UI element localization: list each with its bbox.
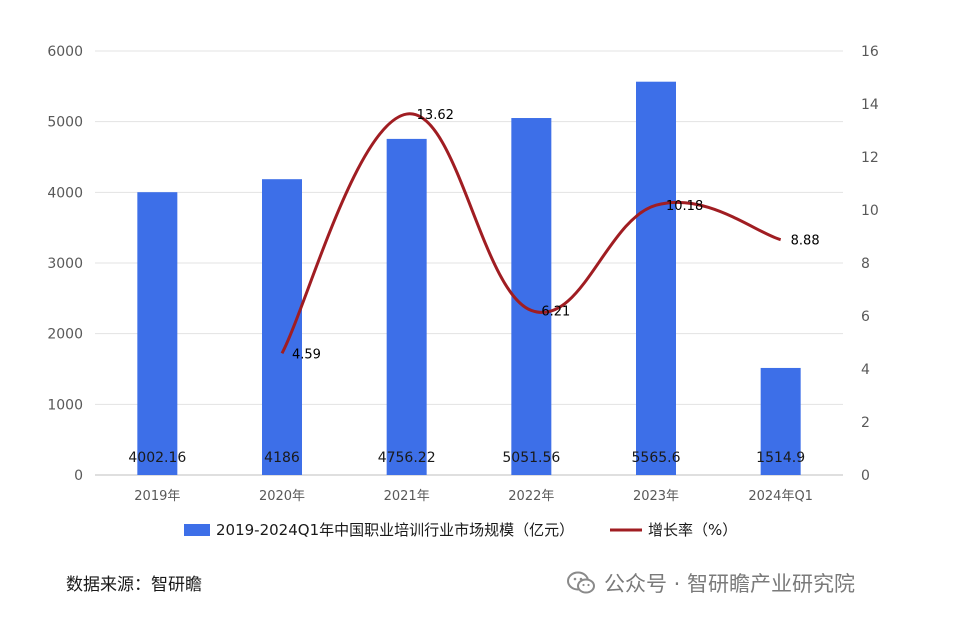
bar [511, 118, 552, 475]
line-series [280, 112, 782, 355]
line-data-label: 10.18 [666, 199, 703, 214]
y-left-tick-label: 4000 [47, 185, 83, 201]
growth-rate-line [280, 112, 782, 355]
y-right-tick-label: 0 [861, 468, 870, 484]
bar [636, 81, 676, 475]
legend-label-bar: 2019-2024Q1年中国职业培训行业市场规模（亿元） [216, 521, 574, 539]
y-right-tick-label: 8 [861, 256, 870, 272]
y-right-tick-label: 12 [861, 150, 879, 166]
bar [386, 138, 427, 475]
legend: 2019-2024Q1年中国职业培训行业市场规模（亿元） 增长率（%） [184, 521, 737, 539]
y-left-tick-label: 1000 [47, 397, 83, 413]
y-axis-right: 0 2 4 6 8 10 12 14 16 [861, 44, 879, 484]
x-tick-label: 2019年 [134, 489, 180, 504]
bar-data-label: 4756.22 [378, 450, 436, 466]
y-right-tick-label: 16 [861, 44, 879, 60]
line-data-label: 8.88 [791, 234, 820, 249]
x-tick-label: 2021年 [384, 489, 430, 504]
y-left-tick-label: 2000 [47, 327, 83, 343]
bar [760, 367, 801, 475]
bar-series [137, 81, 801, 475]
y-right-tick-label: 6 [861, 309, 870, 325]
bar-data-label: 4186 [264, 450, 300, 466]
y-right-tick-label: 4 [861, 362, 870, 378]
legend-swatch-bar [184, 524, 210, 536]
y-axis-left: 0 1000 2000 3000 4000 5000 6000 [47, 44, 83, 484]
bar [262, 179, 302, 475]
y-left-tick-label: 5000 [47, 115, 83, 131]
data-source: 数据来源：智研瞻 [66, 575, 202, 595]
x-tick-label: 2024年Q1 [748, 489, 813, 504]
y-left-tick-label: 0 [74, 468, 83, 484]
line-data-label: 4.59 [292, 347, 321, 362]
wechat-icon [567, 571, 595, 594]
bar-data-label: 5565.6 [632, 450, 681, 466]
gridlines [95, 50, 843, 476]
watermark-text: 公众号 · 智研瞻产业研究院 [604, 572, 856, 596]
x-tick-label: 2020年 [259, 489, 305, 504]
line-data-label: 6.21 [541, 304, 570, 319]
x-axis: 2019年 2020年 2021年 2022年 2023年 2024年Q1 [134, 489, 813, 504]
y-right-tick-label: 14 [861, 97, 879, 113]
bar [137, 192, 178, 475]
legend-label-line: 增长率（%） [648, 521, 737, 539]
y-right-tick-label: 2 [861, 415, 870, 431]
x-tick-label: 2022年 [508, 489, 554, 504]
bar-data-label: 1514.9 [756, 450, 805, 466]
x-tick-label: 2023年 [633, 489, 679, 504]
y-left-tick-label: 6000 [47, 44, 83, 60]
bar-data-labels: 4002.16 4186 4756.22 5051.56 5565.6 1514.9 [128, 450, 805, 466]
y-left-tick-label: 3000 [47, 256, 83, 272]
bar-data-label: 5051.56 [502, 450, 560, 466]
watermark: 公众号 · 智研瞻产业研究院 [566, 568, 855, 598]
line-data-label: 13.62 [417, 108, 454, 123]
line-data-labels: 4.59 13.62 6.21 10.18 8.88 [292, 108, 820, 362]
y-right-tick-label: 10 [861, 203, 879, 219]
bar-data-label: 4002.16 [128, 450, 186, 466]
